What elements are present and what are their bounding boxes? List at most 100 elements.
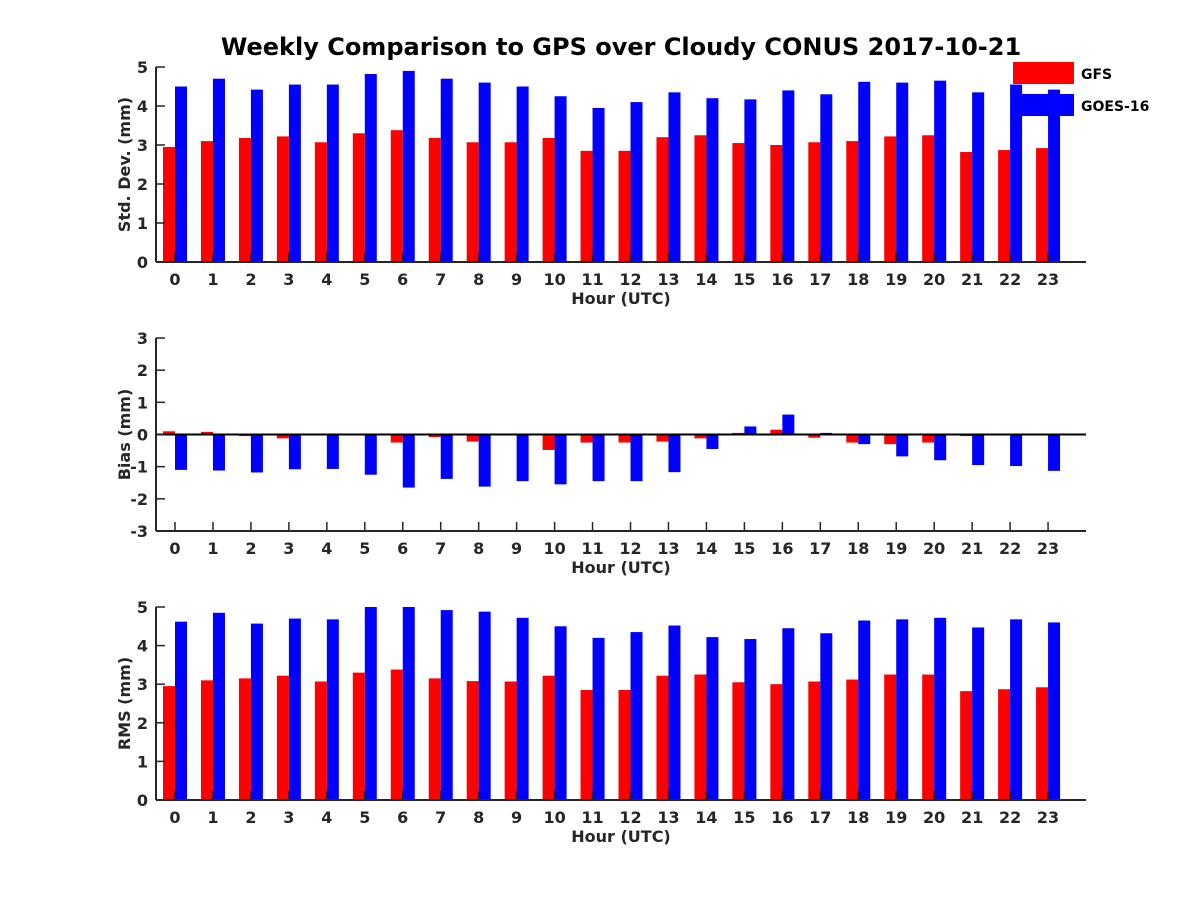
bar-goes-16-17 <box>820 633 833 800</box>
x-tick-label: 23 <box>1037 270 1059 289</box>
bar-goes-16-0 <box>175 86 187 262</box>
x-tick-label: 0 <box>169 539 180 558</box>
y-tick-label: 3 <box>137 675 148 694</box>
x-tick-label: 13 <box>657 270 679 289</box>
bar-goes-16-3 <box>288 618 301 800</box>
x-tick-label: 6 <box>397 539 408 558</box>
bar-gfs-16 <box>770 145 783 262</box>
bar-goes-16-0 <box>175 434 187 470</box>
x-tick-label: 11 <box>581 539 603 558</box>
y-tick-label: 3 <box>137 136 148 155</box>
x-tick-label: 14 <box>695 539 717 558</box>
x-tick-label: 4 <box>321 270 332 289</box>
x-tick-label: 1 <box>207 539 218 558</box>
bar-gfs-20 <box>922 434 935 443</box>
bar-goes-16-20 <box>934 80 947 263</box>
bar-gfs-17 <box>808 434 821 438</box>
y-tick-label: 0 <box>137 426 148 445</box>
x-tick-label: 3 <box>283 808 294 827</box>
bar-goes-16-9 <box>516 434 529 482</box>
x-tick-label: 6 <box>397 808 408 827</box>
x-tick-label: 23 <box>1037 808 1059 827</box>
bar-goes-16-1 <box>212 612 225 800</box>
bar-gfs-2 <box>238 137 251 262</box>
legend-label: GOES-16 <box>1081 99 1149 115</box>
x-tick-label: 17 <box>809 539 831 558</box>
bar-goes-16-6 <box>402 434 415 488</box>
bar-goes-16-5 <box>364 74 377 263</box>
bar-goes-16-15 <box>744 99 757 263</box>
bar-gfs-3 <box>276 136 289 262</box>
bar-gfs-19 <box>884 674 897 800</box>
bar-gfs-9 <box>504 142 517 262</box>
bar-gfs-16 <box>770 684 783 800</box>
bar-gfs-13 <box>656 137 669 262</box>
x-tick-label: 17 <box>809 808 831 827</box>
bar-goes-16-12 <box>630 102 643 262</box>
y-tick-label: 4 <box>137 97 148 116</box>
bar-goes-16-2 <box>250 434 263 473</box>
bar-gfs-6 <box>390 669 403 800</box>
y-axis-label: Bias (mm) <box>115 389 134 481</box>
y-tick-label: -1 <box>130 458 148 477</box>
bar-goes-16-10 <box>554 626 567 800</box>
bar-gfs-20 <box>922 135 935 262</box>
y-tick-label: 5 <box>137 58 148 77</box>
y-tick-label: 2 <box>137 175 148 194</box>
bar-gfs-23 <box>1036 687 1049 800</box>
legend-swatch-gfs <box>1013 62 1074 84</box>
x-tick-label: 6 <box>397 270 408 289</box>
bar-gfs-6 <box>390 130 403 262</box>
bar-gfs-16 <box>770 429 783 435</box>
x-tick-label: 7 <box>435 539 446 558</box>
bar-goes-16-1 <box>212 434 225 471</box>
x-tick-label: 2 <box>245 539 256 558</box>
bar-gfs-5 <box>352 672 365 800</box>
x-tick-label: 10 <box>543 270 565 289</box>
x-tick-label: 12 <box>619 808 641 827</box>
bar-goes-16-9 <box>516 86 529 262</box>
x-tick-label: 11 <box>581 808 603 827</box>
x-tick-label: 11 <box>581 270 603 289</box>
bar-goes-16-7 <box>440 78 453 262</box>
y-tick-label: 1 <box>137 214 148 233</box>
x-tick-label: 21 <box>961 270 983 289</box>
bar-gfs-8 <box>466 681 479 800</box>
x-axis-label: Hour (UTC) <box>571 827 671 846</box>
bar-gfs-13 <box>656 675 669 800</box>
x-tick-label: 15 <box>733 539 755 558</box>
x-tick-label: 2 <box>245 808 256 827</box>
bar-gfs-17 <box>808 681 821 800</box>
legend-swatch-goes-16 <box>1013 94 1074 116</box>
bar-goes-16-10 <box>554 434 567 485</box>
bar-goes-16-11 <box>592 107 605 262</box>
x-tick-label: 18 <box>847 539 869 558</box>
y-tick-label: 2 <box>137 361 148 380</box>
x-tick-label: 13 <box>657 808 679 827</box>
x-tick-label: 8 <box>473 808 484 827</box>
bar-goes-16-3 <box>288 84 301 262</box>
bar-goes-16-18 <box>858 434 871 445</box>
bar-goes-16-17 <box>820 94 833 262</box>
y-tick-label: -2 <box>130 490 148 509</box>
bar-gfs-11 <box>580 689 593 800</box>
bar-goes-16-16 <box>782 628 795 800</box>
x-tick-label: 14 <box>695 808 717 827</box>
bar-gfs-10 <box>542 434 555 450</box>
bar-gfs-2 <box>238 678 251 800</box>
y-tick-label: -3 <box>130 522 148 541</box>
x-tick-label: 19 <box>885 808 907 827</box>
bar-gfs-14 <box>694 674 707 800</box>
bar-goes-16-6 <box>402 70 415 263</box>
y-axis-label: RMS (mm) <box>115 657 134 750</box>
bar-goes-16-22 <box>1010 434 1023 467</box>
bar-gfs-18 <box>846 141 859 262</box>
bar-gfs-18 <box>846 679 859 800</box>
bar-goes-16-6 <box>402 607 415 800</box>
bar-goes-16-23 <box>1048 89 1061 263</box>
bar-goes-16-2 <box>250 623 263 800</box>
bar-gfs-22 <box>998 150 1011 262</box>
